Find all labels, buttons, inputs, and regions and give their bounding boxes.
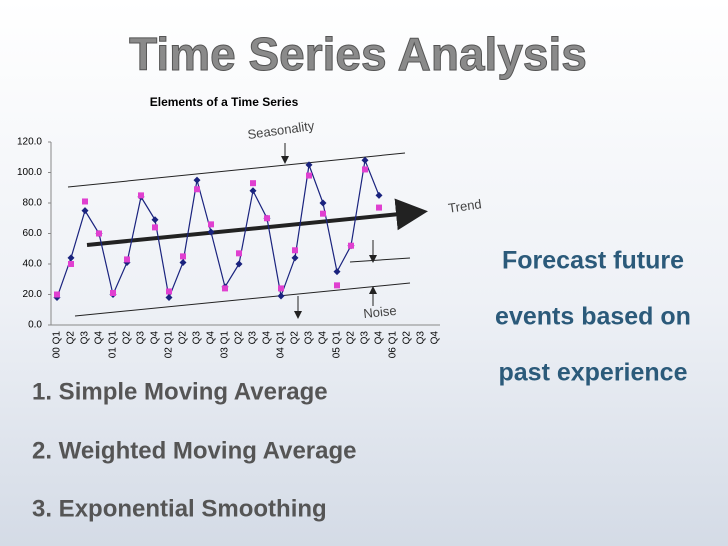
callout-line: past experience <box>499 359 688 387</box>
x-tick-label: 00 Q1 <box>52 331 63 359</box>
y-tick-label: 20.0 <box>23 289 43 300</box>
point <box>249 187 257 195</box>
point <box>235 260 243 268</box>
annotation: Trend <box>447 196 482 216</box>
y-tick-label: 0.0 <box>28 320 42 331</box>
point <box>306 172 312 179</box>
x-tick-label: 02 Q1 <box>164 331 175 359</box>
point <box>333 268 341 276</box>
y-tick-label: 80.0 <box>23 198 43 209</box>
point <box>236 250 242 257</box>
x-tick-label: Q4 <box>262 331 273 345</box>
point <box>264 215 270 222</box>
y-tick-label: 100.0 <box>17 167 42 178</box>
x-tick-label: 05 Q1 <box>332 331 343 359</box>
point <box>96 230 102 237</box>
x-tick-label: Q4 <box>374 331 385 345</box>
x-tick-label: Q3 <box>192 331 203 345</box>
x-tick-label: Q3 <box>136 331 147 345</box>
x-tick-label: Q3 <box>304 331 315 345</box>
x-tick-label: Q4 <box>318 331 329 345</box>
point <box>54 291 60 298</box>
point <box>180 253 186 260</box>
trend-arrow <box>86 198 428 247</box>
point <box>179 258 187 266</box>
annotation: Noise <box>363 303 398 321</box>
point <box>138 192 144 199</box>
x-tick-label: 01 Q1 <box>108 331 119 359</box>
point <box>320 210 326 217</box>
x-tick-label: Q2 <box>178 331 189 345</box>
point <box>292 247 298 254</box>
point <box>82 198 88 205</box>
x-tick-label: Q3 <box>248 331 259 345</box>
point <box>207 228 215 236</box>
series-line <box>56 158 380 300</box>
point <box>222 285 228 292</box>
x-tick-label: Q2 <box>122 331 133 345</box>
x-tick-label: Q2 <box>66 331 77 345</box>
point <box>291 254 299 262</box>
point <box>278 285 284 292</box>
point <box>208 221 214 228</box>
x-tick-label: Q2 <box>290 331 301 345</box>
point <box>277 292 285 300</box>
point <box>376 204 382 211</box>
point <box>305 161 313 169</box>
x-tick-label: Q4 <box>94 331 105 345</box>
x-tick-label: 03 Q1 <box>220 331 231 359</box>
point <box>68 261 74 267</box>
slide-title: Time Series Analysis <box>129 28 587 80</box>
point <box>362 166 368 173</box>
point <box>348 242 354 249</box>
x-tick-label: Q3 <box>416 331 427 345</box>
callout-line: Forecast future <box>502 247 684 275</box>
point <box>81 207 89 215</box>
point <box>319 199 327 207</box>
x-tick-label: Q3 <box>360 331 371 345</box>
point <box>124 256 130 263</box>
x-tick-label: Q2 <box>234 331 245 345</box>
x-tick-label: Q4 <box>430 331 441 345</box>
point <box>110 289 116 296</box>
point <box>250 180 256 187</box>
y-tick-label: 60.0 <box>23 228 43 239</box>
noise-line <box>74 282 411 317</box>
point <box>166 288 172 295</box>
noise-line <box>349 257 411 263</box>
point <box>334 282 340 289</box>
point <box>67 254 75 262</box>
x-tick-label: Q3 <box>80 331 91 345</box>
list-item: 1. Simple Moving Average <box>32 378 328 405</box>
seasonality-line <box>67 152 406 188</box>
point <box>194 186 200 193</box>
point <box>152 224 158 231</box>
list-item: 3. Exponential Smoothing <box>32 495 327 522</box>
x-tick-label: Q2 <box>402 331 413 345</box>
callout-line: events based on <box>495 303 691 331</box>
list-item: 2. Weighted Moving Average <box>32 437 357 464</box>
y-tick-label: 40.0 <box>23 259 43 270</box>
x-tick-label: Q4 <box>150 331 161 345</box>
annotation: Seasonality <box>247 118 316 142</box>
x-tick-label: Q4 <box>206 331 217 345</box>
x-tick-label: Q2 <box>346 331 357 345</box>
point <box>361 156 369 164</box>
point <box>375 191 383 199</box>
chart-title: Elements of a Time Series <box>150 95 299 109</box>
x-tick-label: 06 Q1 <box>388 331 399 359</box>
point <box>165 294 173 302</box>
point <box>151 216 159 224</box>
x-tick-label: 04 Q1 <box>276 331 287 359</box>
y-tick-label: 120.0 <box>17 137 42 148</box>
point <box>193 176 201 184</box>
